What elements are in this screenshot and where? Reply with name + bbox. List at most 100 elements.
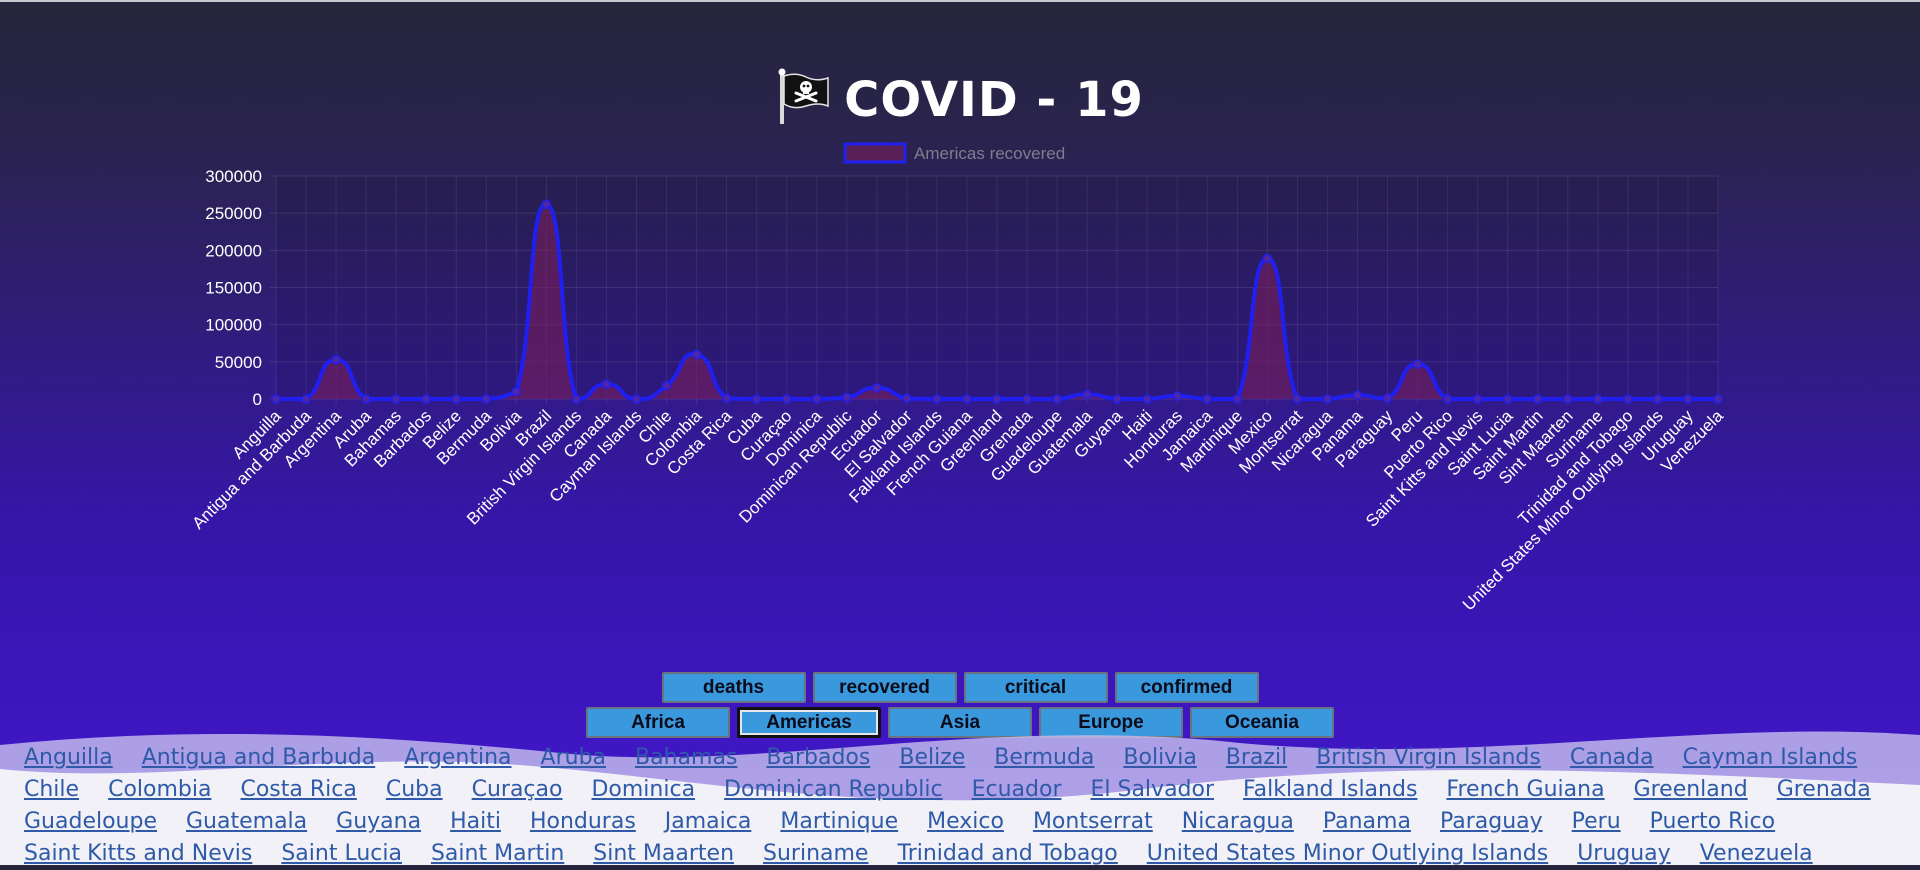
data-point (1082, 389, 1092, 400)
country-link[interactable]: Honduras (529, 809, 636, 834)
series-line (276, 202, 1718, 402)
country-link[interactable]: Jamaica (664, 809, 752, 834)
data-point (1382, 393, 1393, 404)
legend-label: Americas recovered (914, 144, 1065, 163)
country-link[interactable]: Anguilla (24, 745, 113, 770)
country-link[interactable]: Mexico (927, 809, 1004, 834)
country-link[interactable]: Saint Lucia (281, 841, 402, 866)
y-tick-label: 200000 (205, 241, 262, 260)
data-point (1502, 394, 1513, 404)
country-link[interactable]: Dominican Republic (724, 777, 943, 802)
data-point (301, 394, 311, 404)
data-point (361, 394, 371, 404)
country-link[interactable]: Guyana (336, 809, 422, 834)
data-point (751, 394, 762, 404)
y-tick-label: 150000 (205, 279, 262, 298)
country-link[interactable]: Chile (24, 777, 80, 802)
country-link[interactable]: Guadeloupe (24, 809, 157, 834)
country-link[interactable]: Sint Maarten (593, 841, 735, 866)
button-deaths[interactable]: deaths (661, 672, 806, 703)
data-point (812, 394, 822, 404)
country-link[interactable]: Ecuador (971, 777, 1062, 802)
metric-button-row: deaths recovered critical confirmed (0, 672, 1920, 703)
button-confirmed[interactable]: confirmed (1114, 672, 1259, 703)
country-link[interactable]: Panama (1322, 809, 1411, 834)
data-point (511, 386, 522, 397)
country-link[interactable]: Canada (1569, 745, 1654, 770)
country-link[interactable]: Trinidad and Tobago (897, 841, 1118, 866)
country-link[interactable]: Uruguay (1577, 841, 1671, 866)
data-point (721, 393, 732, 404)
data-point (1563, 394, 1573, 404)
y-tick-label: 0 (253, 390, 262, 409)
country-link[interactable]: British Virgin Islands (1316, 745, 1541, 770)
country-link[interactable]: Bahamas (635, 745, 738, 770)
button-americas[interactable]: Americas (737, 707, 881, 738)
country-link[interactable]: Greenland (1633, 777, 1748, 802)
country-link[interactable]: Martinique (780, 809, 899, 834)
pirate-flag-icon (778, 68, 829, 125)
plot-area (276, 176, 1718, 399)
country-link[interactable]: Bolivia (1123, 745, 1197, 770)
y-tick-label: 50000 (215, 353, 262, 372)
country-link[interactable]: Montserrat (1032, 809, 1153, 834)
data-point (631, 394, 642, 404)
data-point (1683, 394, 1693, 404)
country-link[interactable]: Dominica (591, 777, 696, 802)
country-link[interactable]: Venezuela (1699, 841, 1813, 866)
data-point (1653, 394, 1663, 404)
button-europe[interactable]: Europe (1039, 707, 1183, 738)
data-point (1262, 253, 1273, 264)
button-asia[interactable]: Asia (888, 707, 1032, 738)
data-point (1713, 394, 1723, 404)
data-point (1232, 394, 1243, 404)
button-oceania[interactable]: Oceania (1190, 707, 1334, 738)
country-link[interactable]: Suriname (763, 841, 869, 866)
country-link[interactable]: Grenada (1776, 777, 1871, 802)
country-link[interactable]: Aruba (540, 745, 607, 770)
country-link[interactable]: Nicaragua (1181, 809, 1294, 834)
data-point (421, 394, 431, 404)
data-point (331, 354, 341, 365)
country-link[interactable]: Belize (899, 745, 966, 770)
country-link[interactable]: Puerto Rico (1649, 809, 1776, 834)
data-point (872, 383, 882, 393)
data-point (1442, 394, 1453, 404)
country-link[interactable]: Paraguay (1439, 809, 1543, 834)
data-point (481, 394, 492, 404)
country-link[interactable]: Antigua and Barbuda (141, 745, 376, 770)
legend-swatch (843, 142, 907, 164)
data-point (391, 394, 401, 404)
region-button-row: Africa Americas Asia Europe Oceania (0, 707, 1920, 738)
country-link[interactable]: Saint Martin (430, 841, 565, 866)
country-link[interactable]: El Salvador (1090, 777, 1215, 802)
country-link[interactable]: Cuba (385, 777, 443, 802)
button-critical[interactable]: critical (963, 672, 1108, 703)
data-point (1472, 394, 1483, 404)
data-point (902, 393, 912, 404)
country-link[interactable]: Guatemala (186, 809, 308, 834)
country-link[interactable]: Colombia (108, 777, 212, 802)
country-link[interactable]: United States Minor Outlying Islands (1146, 841, 1549, 866)
country-link[interactable]: French Guiana (1446, 777, 1605, 802)
country-link[interactable]: Argentina (404, 745, 512, 770)
data-point (992, 394, 1002, 404)
data-point (1412, 359, 1423, 369)
country-link[interactable]: Brazil (1225, 745, 1288, 770)
country-link[interactable]: Curaçao (471, 777, 563, 802)
data-point (1022, 394, 1032, 404)
data-point (1593, 394, 1603, 404)
country-link[interactable]: Falkland Islands (1243, 777, 1418, 802)
country-link[interactable]: Saint Kitts and Nevis (24, 841, 253, 866)
country-link[interactable]: Bermuda (994, 745, 1095, 770)
y-tick-label: 250000 (205, 204, 262, 223)
country-link[interactable]: Barbados (766, 745, 871, 770)
data-point (842, 392, 852, 403)
data-point (1112, 394, 1122, 404)
country-link[interactable]: Cayman Islands (1682, 745, 1858, 770)
button-recovered[interactable]: recovered (812, 672, 957, 703)
country-link[interactable]: Costa Rica (240, 777, 357, 802)
country-link[interactable]: Peru (1571, 809, 1621, 834)
button-africa[interactable]: Africa (586, 707, 730, 738)
country-link[interactable]: Haiti (450, 809, 501, 834)
